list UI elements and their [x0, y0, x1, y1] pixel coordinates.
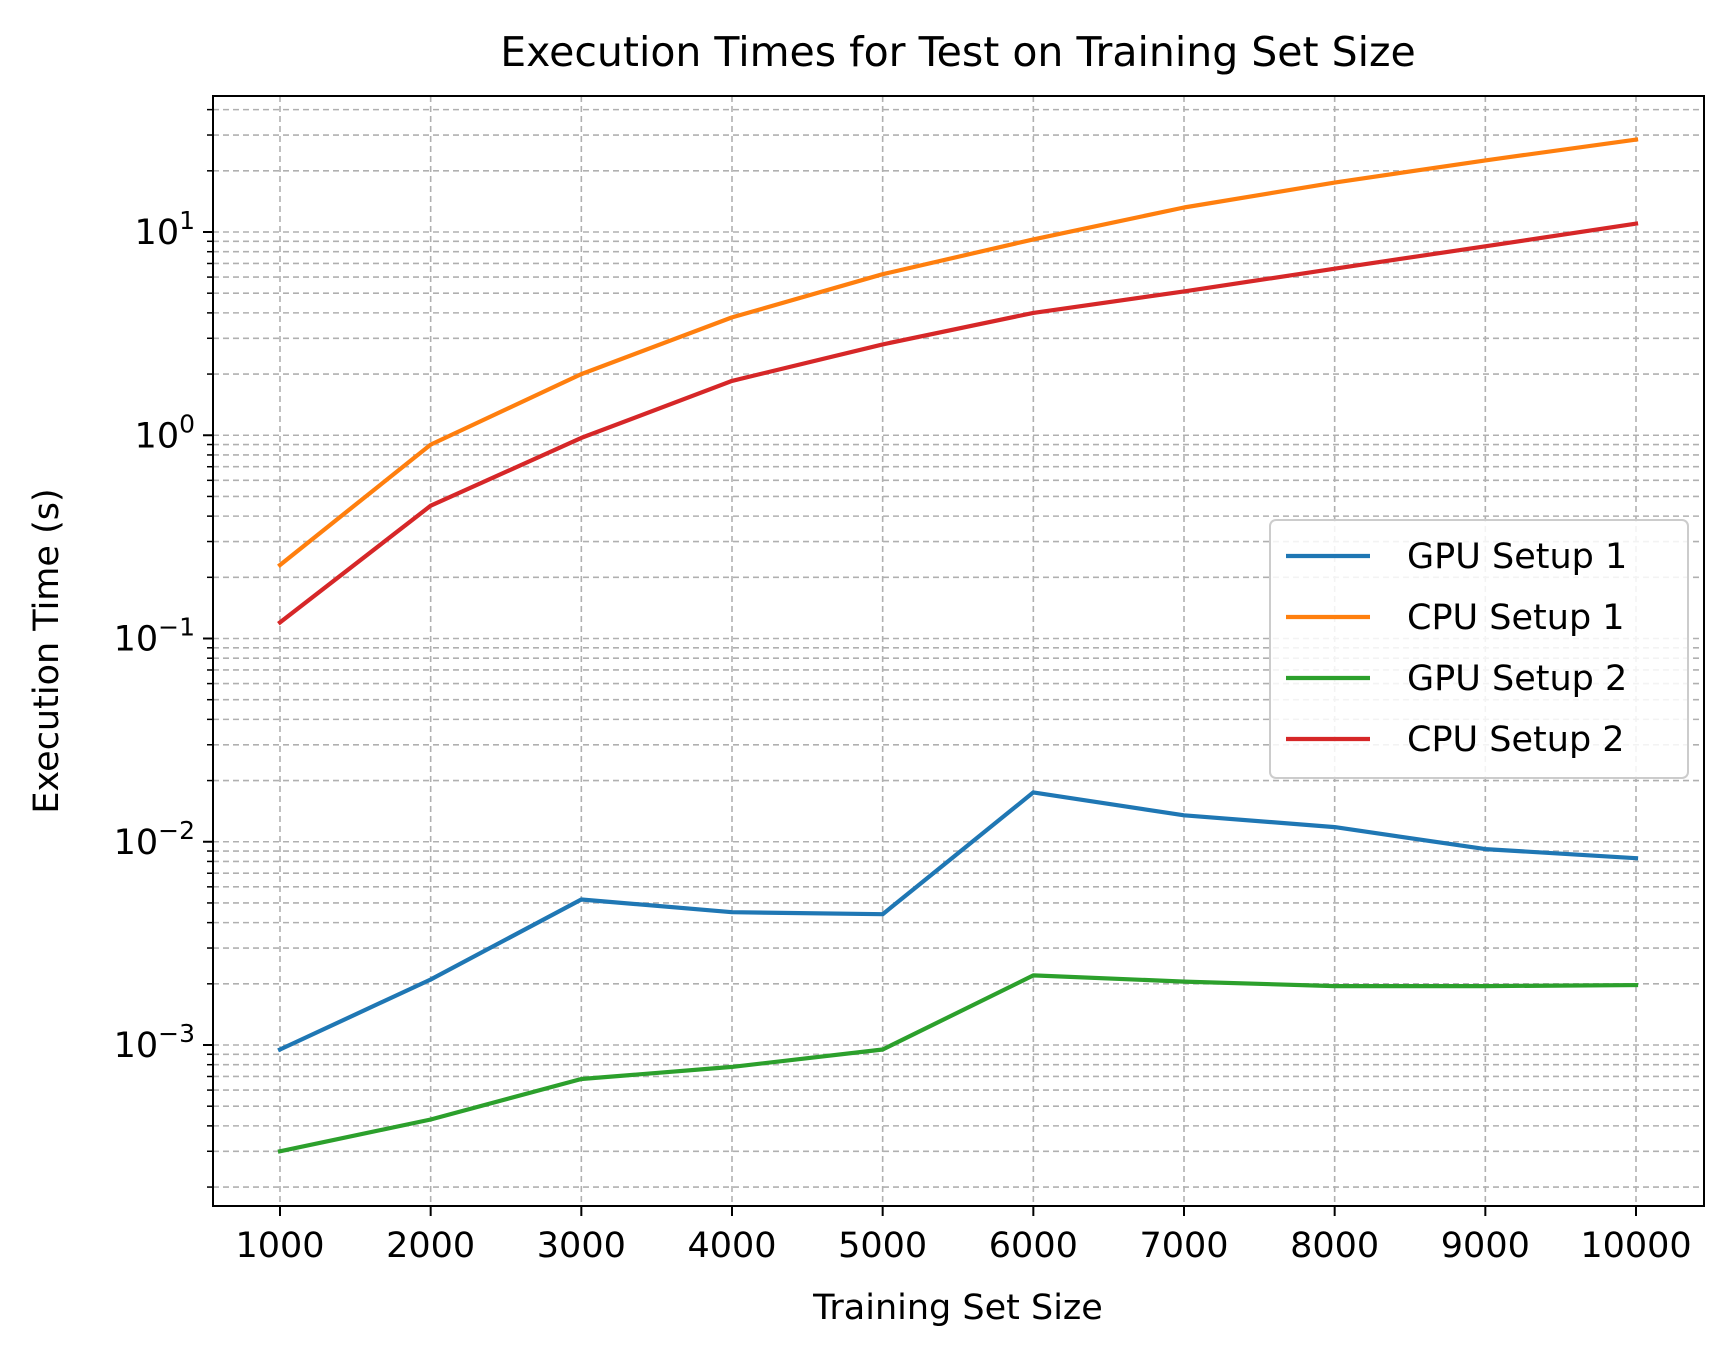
legend-box — [1269, 519, 1689, 779]
x-tick-label: 3000 — [537, 1226, 626, 1266]
y-tick-label: 100 — [135, 409, 195, 456]
y-axis-ticks: 10−3 10−2 10−1 100 101 — [114, 108, 213, 1188]
legend-label: CPU Setup 1 — [1407, 598, 1625, 638]
x-tick-label: 8000 — [1290, 1226, 1379, 1266]
x-tick-label: 5000 — [838, 1226, 927, 1266]
x-tick-label: 2000 — [386, 1226, 475, 1266]
x-axis-ticks: 1000 2000 3000 4000 5000 6000 7000 8000 9000 1000… — [235, 1206, 1692, 1266]
series-line-cpu-setup-1 — [277, 137, 1639, 568]
x-tick-label: 10000 — [1580, 1226, 1691, 1266]
y-tick-label: 101 — [135, 206, 195, 253]
y-axis-title: Execution Time (s) — [27, 488, 67, 813]
x-tick-label: 4000 — [687, 1226, 776, 1266]
series-line-gpu-setup-1 — [277, 790, 1639, 1053]
x-tick-label: 9000 — [1441, 1226, 1530, 1266]
series-line-cpu-setup-2 — [277, 221, 1639, 626]
x-tick-label: 7000 — [1139, 1226, 1228, 1266]
legend-label: GPU Setup 1 — [1407, 537, 1627, 577]
chart-title: Execution Times for Test on Training Set… — [500, 28, 1416, 76]
legend-label: CPU Setup 2 — [1407, 720, 1625, 760]
x-tick-label: 6000 — [989, 1226, 1078, 1266]
y-tick-label: 10−3 — [114, 1019, 195, 1066]
series-line-gpu-setup-2 — [277, 973, 1639, 1154]
legend-label: GPU Setup 2 — [1407, 659, 1627, 699]
plot-frame — [212, 95, 1705, 1207]
series-group — [277, 137, 1639, 1154]
legend: GPU Setup 1 CPU Setup 1 GPU Setup 2 CPU Set… — [1269, 519, 1689, 779]
y-tick-label: 10−2 — [114, 816, 195, 863]
y-tick-label: 10−1 — [114, 613, 195, 660]
x-axis-title: Training Set Size — [812, 1288, 1103, 1328]
x-tick-label: 1000 — [235, 1226, 324, 1266]
